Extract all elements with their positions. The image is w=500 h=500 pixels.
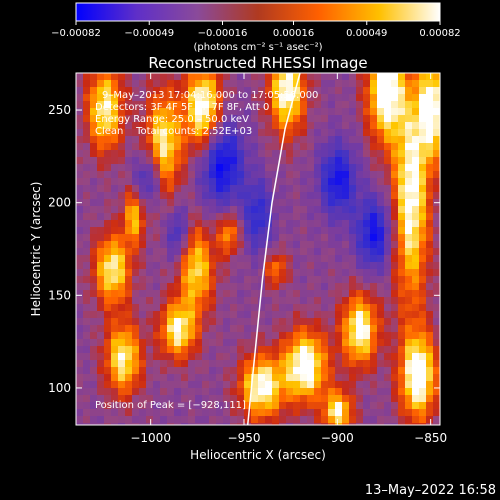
heatmap-cells <box>76 73 440 425</box>
colorbar-tick-label: −0.00016 <box>198 28 248 39</box>
x-tick-label: −1000 <box>130 431 171 445</box>
colorbar-tick-label: 0.00082 <box>419 28 460 39</box>
annotation-detectors: Detectors: 3F 4F 5F 6F 7F 8F, Att 0 <box>95 102 269 113</box>
y-tick-label: 150 <box>48 288 71 302</box>
annotation-clean-counts: Clean Total counts: 2.52E+03 <box>95 126 252 137</box>
colorbar-unit-label: (photons cm⁻² s⁻¹ asec⁻²) <box>193 42 322 53</box>
annotation-peak-position: Position of Peak = [−928,111] <box>95 400 246 411</box>
colorbar-tick-label: −0.00082 <box>51 28 101 39</box>
plot-frame <box>75 72 441 426</box>
annotation-block: 9–May–2013 17:04:16.000 to 17:05:56.000 … <box>95 90 318 411</box>
x-axis-label: Heliocentric X (arcsec) <box>190 448 326 462</box>
solar-limb-line <box>246 73 301 425</box>
y-tick-label: 100 <box>48 381 71 395</box>
y-axis-label: Heliocentric Y (arcsec) <box>29 182 43 317</box>
annotation-time-range: 9–May–2013 17:04:16.000 to 17:05:56.000 <box>102 90 318 101</box>
y-tick-label: 250 <box>48 103 71 117</box>
x-tick-label: −950 <box>228 431 261 445</box>
y-tick-label: 200 <box>48 196 71 210</box>
colorbar-tick-label: 0.00016 <box>273 28 314 39</box>
x-tick-label: −850 <box>414 431 447 445</box>
x-tick-label: −900 <box>321 431 354 445</box>
colorbar <box>75 2 441 22</box>
colorbar-ticks: −0.00082 −0.00049 −0.00016 0.00016 0.00049 0.… <box>51 21 461 39</box>
chart-title: Reconstructed RHESSI Image <box>148 54 367 72</box>
colorbar-tick-label: 0.00049 <box>346 28 387 39</box>
y-axis-ticks: 100 150 200 250 <box>48 103 440 395</box>
annotation-energy-range: Energy Range: 25.0 – 50.0 keV <box>95 114 249 125</box>
x-axis-ticks: −1000 −950 −900 −850 <box>130 73 447 445</box>
footer-timestamp: 13–May–2022 16:58 <box>365 483 496 498</box>
colorbar-tick-label: −0.00049 <box>124 28 174 39</box>
